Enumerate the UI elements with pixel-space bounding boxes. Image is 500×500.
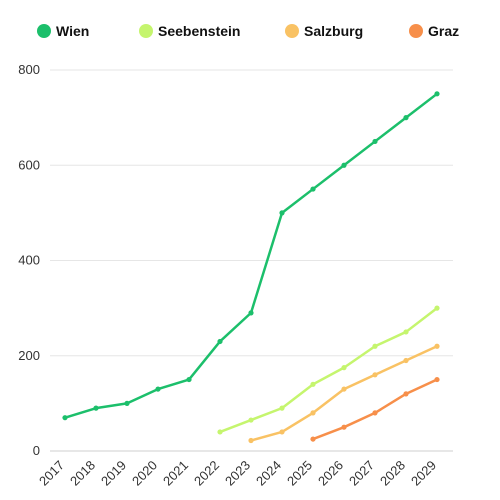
legend-swatch-wien: [37, 24, 51, 38]
series-graz: [310, 376, 440, 442]
x-tick-label-2023: 2023: [222, 458, 253, 489]
point-wien-2028[interactable]: [403, 115, 409, 121]
point-seebenstein-2029[interactable]: [434, 305, 440, 311]
series-seebenstein: [217, 305, 440, 435]
point-salzburg-2025[interactable]: [310, 410, 316, 416]
point-wien-2029[interactable]: [434, 91, 440, 97]
point-salzburg-2026[interactable]: [341, 386, 347, 392]
grid: [50, 69, 453, 452]
point-wien-2023[interactable]: [248, 310, 254, 316]
point-graz-2027[interactable]: [372, 410, 378, 416]
point-salzburg-2023[interactable]: [248, 437, 254, 444]
point-seebenstein-2025[interactable]: [310, 381, 316, 387]
series-line-graz: [311, 378, 439, 441]
point-salzburg-2028[interactable]: [403, 357, 409, 364]
x-tick-label-2026: 2026: [315, 458, 346, 489]
x-axis: 2017 2018 2019 2020 2021 2022 2023 2024 2025 2026…: [36, 458, 439, 489]
x-tick-label-2022: 2022: [191, 458, 222, 489]
point-wien-2018[interactable]: [93, 405, 99, 411]
legend: Wien Seebenstein Salzburg Graz: [37, 23, 459, 39]
y-tick-label-200: 200: [18, 348, 40, 363]
x-tick-label-2019: 2019: [98, 458, 129, 489]
point-salzburg-2029[interactable]: [434, 343, 440, 349]
point-seebenstein-2022[interactable]: [217, 429, 223, 435]
x-tick-label-2028: 2028: [377, 458, 408, 489]
point-wien-2020[interactable]: [155, 386, 161, 392]
point-graz-2029[interactable]: [434, 376, 440, 383]
point-wien-2024[interactable]: [279, 210, 285, 216]
legend-item-wien[interactable]: Wien: [37, 23, 89, 39]
x-tick-label-2018: 2018: [67, 458, 98, 489]
legend-label-salzburg: Salzburg: [304, 23, 363, 39]
legend-item-salzburg[interactable]: Salzburg: [285, 23, 363, 39]
point-seebenstein-2023[interactable]: [248, 417, 254, 423]
legend-label-graz: Graz: [428, 23, 459, 39]
x-tick-label-2021: 2021: [160, 458, 191, 489]
y-tick-label-400: 400: [18, 253, 40, 268]
point-seebenstein-2024[interactable]: [279, 405, 285, 411]
y-tick-label-600: 600: [18, 157, 40, 172]
point-seebenstein-2028[interactable]: [403, 329, 409, 335]
legend-item-seebenstein[interactable]: Seebenstein: [139, 23, 240, 39]
point-wien-2019[interactable]: [124, 400, 130, 406]
point-graz-2028[interactable]: [403, 391, 409, 397]
point-wien-2026[interactable]: [341, 162, 347, 168]
point-wien-2027[interactable]: [372, 138, 378, 145]
legend-swatch-salzburg: [285, 24, 299, 38]
legend-swatch-graz: [409, 24, 423, 38]
legend-label-wien: Wien: [56, 23, 89, 39]
x-tick-label-2017: 2017: [36, 458, 67, 489]
series-salzburg: [248, 343, 440, 444]
point-graz-2025[interactable]: [310, 436, 316, 442]
point-wien-2022[interactable]: [217, 338, 223, 345]
x-tick-label-2024: 2024: [253, 458, 284, 489]
x-tick-label-2020: 2020: [129, 458, 160, 489]
point-wien-2025[interactable]: [310, 186, 316, 192]
y-tick-label-800: 800: [18, 62, 40, 77]
point-seebenstein-2027[interactable]: [372, 343, 378, 349]
point-wien-2017[interactable]: [62, 415, 68, 421]
series-line-seebenstein: [218, 306, 439, 434]
point-salzburg-2027[interactable]: [372, 372, 378, 378]
point-graz-2026[interactable]: [341, 424, 347, 430]
point-seebenstein-2026[interactable]: [341, 365, 347, 371]
x-tick-label-2029: 2029: [408, 458, 439, 489]
point-wien-2021[interactable]: [186, 376, 192, 383]
point-salzburg-2024[interactable]: [279, 429, 285, 435]
series-layer: [62, 91, 440, 444]
series-line-wien: [63, 92, 439, 419]
y-tick-label-0: 0: [33, 443, 40, 458]
x-tick-label-2025: 2025: [284, 458, 315, 489]
y-axis: 0 200 400 600 800: [18, 62, 40, 458]
x-tick-label-2027: 2027: [346, 458, 377, 489]
series-wien: [62, 91, 440, 421]
legend-item-graz[interactable]: Graz: [409, 23, 459, 39]
legend-label-seebenstein: Seebenstein: [158, 23, 240, 39]
legend-swatch-seebenstein: [139, 24, 153, 38]
